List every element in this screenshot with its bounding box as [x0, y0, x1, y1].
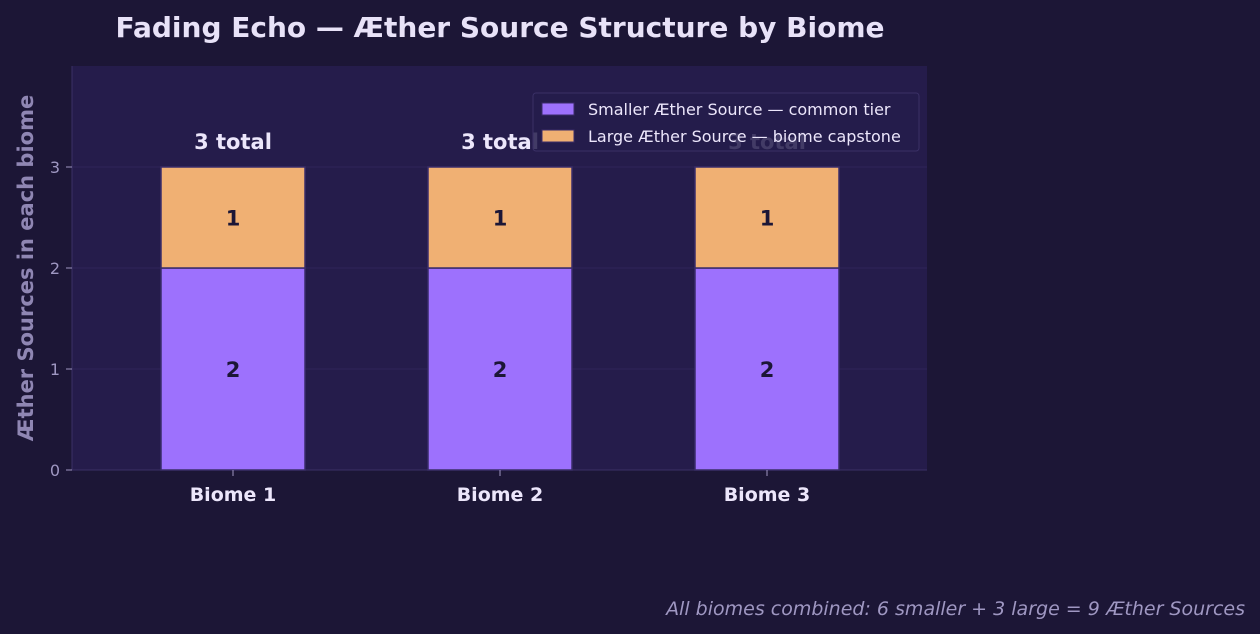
y-tick-label: 2 [50, 259, 60, 278]
bar-value-label: 2 [226, 358, 241, 382]
legend-swatch [541, 129, 575, 143]
y-tick-label: 0 [50, 461, 60, 480]
legend-label: Large Æther Source — biome capstone [588, 127, 901, 146]
bar-segment-large [427, 166, 573, 269]
bar-total-label: 3 total [194, 130, 272, 154]
bar-segment-large [694, 166, 840, 269]
x-tick-label: Biome 2 [457, 484, 544, 506]
legend: Smaller Æther Source — common tier Large … [532, 92, 920, 152]
x-ticks: Biome 1 Biome 2 Biome 3 [190, 470, 811, 506]
bar-value-label: 2 [493, 358, 508, 382]
bar-segment-smaller [694, 267, 840, 471]
legend-box [532, 92, 920, 152]
bar-value-label: 1 [493, 207, 508, 231]
legend-label: Smaller Æther Source — common tier [588, 100, 891, 119]
footnote: All biomes combined: 6 smaller + 3 large… [664, 598, 1245, 620]
legend-items: Smaller Æther Source — common tier Large … [541, 100, 901, 146]
y-tick-label: 1 [50, 360, 60, 379]
bar-segment-smaller [427, 267, 573, 471]
bar-value-label: 1 [226, 207, 241, 231]
bar-segment-large [160, 166, 306, 269]
chart-title: Fading Echo — Æther Source Structure by … [115, 11, 884, 44]
bar-value-label: 1 [760, 207, 775, 231]
y-tick-label: 3 [50, 158, 60, 177]
bar-value-label: 2 [760, 358, 775, 382]
bars: 2 1 2 1 2 1 [160, 166, 840, 471]
x-tick-label: Biome 3 [724, 484, 811, 506]
x-tick-label: Biome 1 [190, 484, 277, 506]
y-axis-label: Æther Sources in each biome [14, 95, 38, 441]
y-ticks: 0 1 2 3 [50, 158, 72, 480]
legend-swatch [541, 102, 575, 116]
bar-total-label: 3 total [461, 130, 539, 154]
